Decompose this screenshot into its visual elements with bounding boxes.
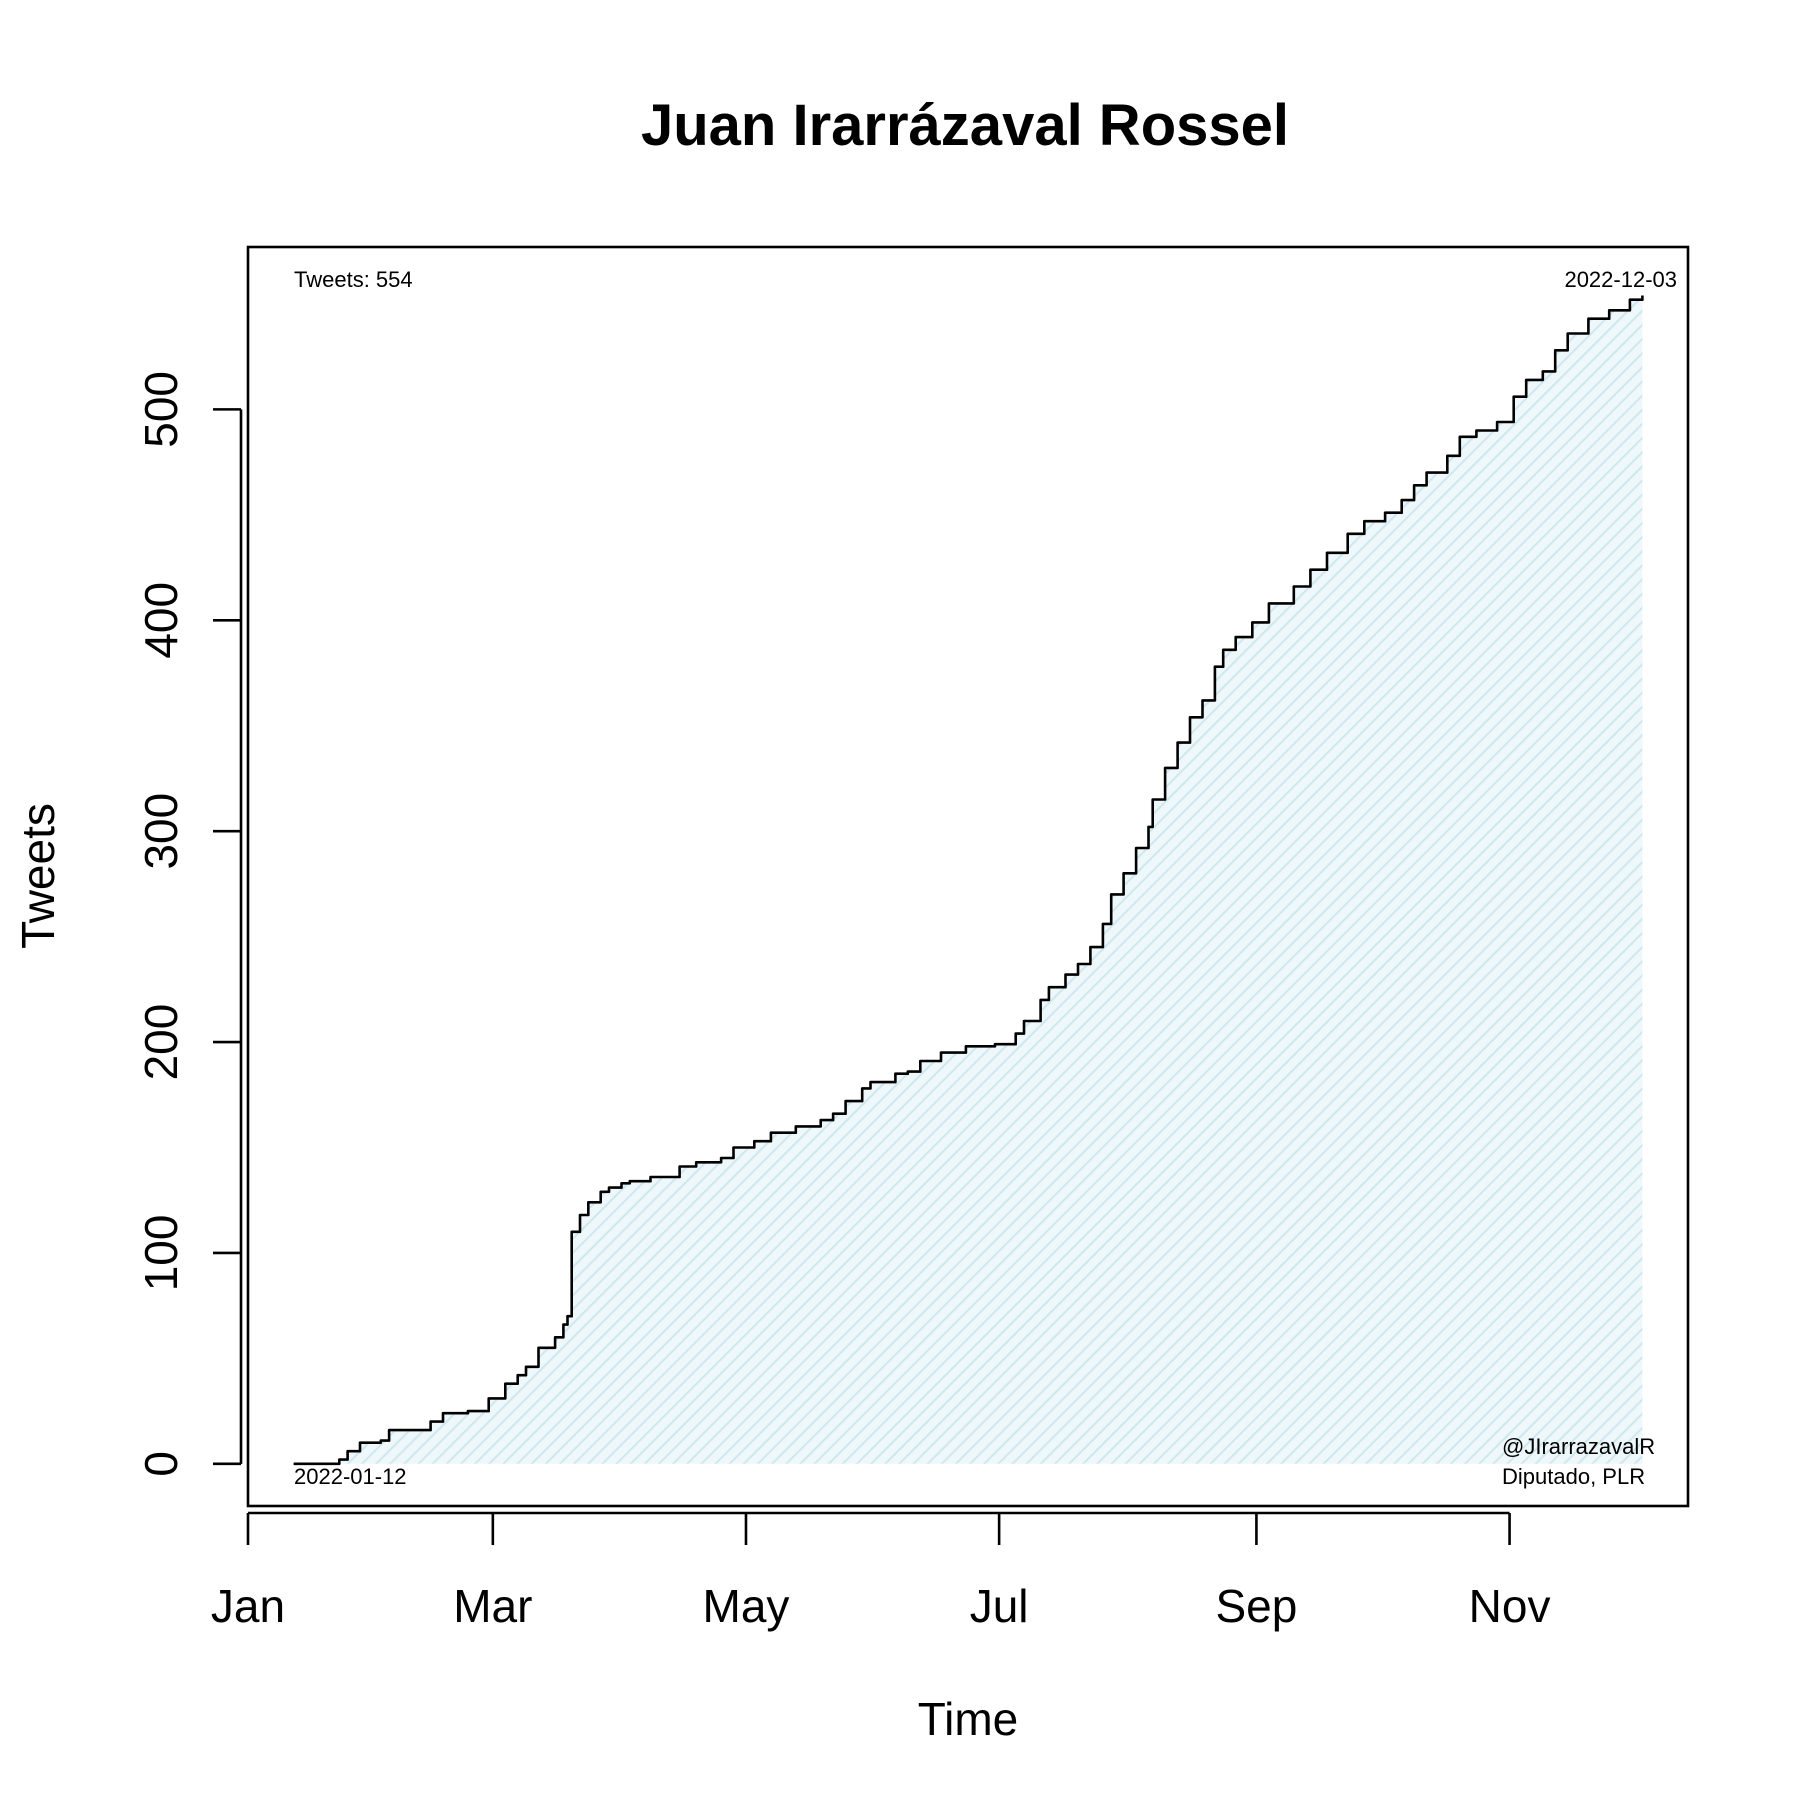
x-tick-label: Nov [1469,1580,1551,1632]
y-tick-label: 0 [135,1451,187,1477]
x-tick-label: Mar [453,1580,532,1632]
series-line [293,295,1644,1466]
y-tick-label: 200 [135,1004,187,1081]
y-tick-label: 100 [135,1215,187,1292]
end-date-note: 2022-12-03 [1564,267,1677,292]
area-fill [293,295,1643,1464]
start-date-note: 2022-01-12 [294,1464,407,1489]
chart-title: Juan Irarrázaval Rossel [641,93,1289,158]
y-axis: 0 100 200 300 400 500 [135,371,243,1477]
tweet-count-note: Tweets: 554 [294,267,413,292]
x-tick-label: Sep [1215,1580,1297,1632]
x-axis-label: Time [918,1693,1019,1745]
y-tick-label: 400 [135,582,187,659]
x-tick-label: Jan [211,1580,285,1632]
x-tick-label: May [703,1580,790,1632]
handle-note: @JIrarrazavalR [1502,1434,1655,1459]
y-tick-label: 300 [135,793,187,870]
y-axis-label: Tweets [12,803,64,949]
y-tick-label: 500 [135,371,187,448]
plot-frame [246,245,1690,1508]
x-tick-label: Jul [970,1580,1029,1632]
plot-area [246,245,1690,1508]
role-note: Diputado, PLR [1502,1464,1645,1489]
x-axis: Jan Mar May Jul Sep Nov [211,1511,1551,1632]
